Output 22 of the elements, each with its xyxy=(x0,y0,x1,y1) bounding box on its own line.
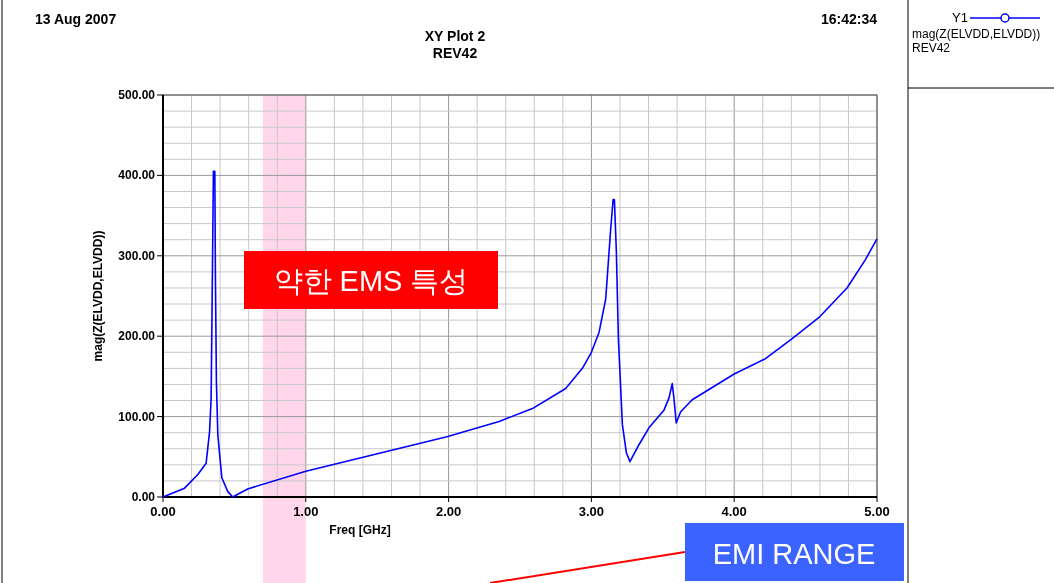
x-tick-label: 0.00 xyxy=(150,504,176,519)
chart-subtitle: REV42 xyxy=(432,45,478,61)
x-tick-label: 4.00 xyxy=(721,504,747,519)
chart-title: XY Plot 2 xyxy=(424,28,486,44)
text: 16:42:34 xyxy=(820,11,878,27)
y-axis-title: mag(Z(ELVDD,ELVDD)) xyxy=(91,230,105,362)
text: 13 Aug 2007 xyxy=(35,11,117,27)
y-tick-label: 200.00 xyxy=(118,329,156,344)
y-tick-label: 400.00 xyxy=(118,168,156,183)
text: EMI RANGE xyxy=(712,538,876,570)
x-tick-label: 3.00 xyxy=(578,504,605,519)
y-tick-label: 300.00 xyxy=(118,248,156,263)
annotation: 약한 EMS 특성 xyxy=(273,265,469,297)
x-axis-title: Freq [GHz] xyxy=(329,523,391,537)
legend-label: mag(Z(ELVDD,ELVDD)) REV42 xyxy=(912,27,1041,55)
legend-title: Y1 xyxy=(952,10,968,25)
y-tick-label: 0.00 xyxy=(131,490,156,504)
x-tick-label: 5.00 xyxy=(864,504,890,519)
x-tick-label: 2.00 xyxy=(435,504,462,519)
y-tick-label: 500.00 xyxy=(118,88,156,102)
y-tick-label: 100.00 xyxy=(118,409,156,424)
x-tick-label: 1.00 xyxy=(293,504,319,519)
